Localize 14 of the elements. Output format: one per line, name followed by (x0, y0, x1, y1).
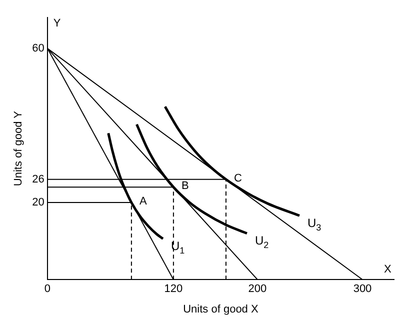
y-tick-label: 26 (32, 173, 44, 186)
y-axis-title: Units of good Y (12, 110, 25, 186)
annotation: X (384, 264, 392, 276)
x-tick-label: 120 (164, 283, 183, 296)
x-tick-label: 300 (353, 283, 372, 296)
y-tick-label: 20 (32, 196, 44, 209)
x-tick-label: 200 (248, 283, 267, 296)
annotation: A (139, 196, 148, 208)
y-tick-label: 60 (32, 42, 44, 54)
x-tick-label: 0 (44, 283, 50, 296)
annotation: B (181, 180, 189, 192)
annotation: C (234, 172, 242, 184)
x-axis-title: Units of good X (183, 303, 259, 316)
annotation: Y (53, 18, 62, 30)
